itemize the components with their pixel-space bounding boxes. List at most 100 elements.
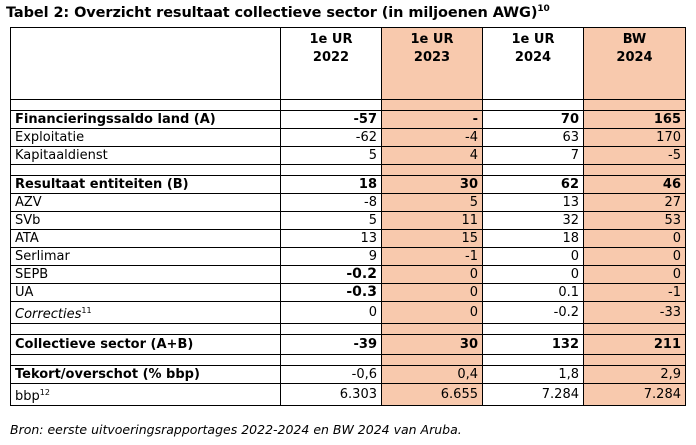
results-table: 1e UR 2022 1e UR 2023 1e UR 2024 BW 2024 Fin…	[10, 27, 686, 406]
value-cell: 7	[482, 146, 584, 165]
spacer-cell	[10, 354, 281, 366]
spacer-cell	[482, 354, 584, 366]
table-row: SVb 5 11 32 53	[10, 211, 686, 230]
row-label: UA	[10, 283, 281, 302]
value-cell: 18	[280, 175, 382, 194]
value-cell: 5	[280, 211, 382, 230]
spacer-cell	[482, 164, 584, 176]
table-row: AZV -8 5 13 27	[10, 193, 686, 212]
header-label-cell	[10, 27, 281, 100]
row-label: Resultaat entiteiten (B)	[10, 175, 281, 194]
value-cell: 0.1	[482, 283, 584, 302]
spacer-cell	[583, 164, 686, 176]
value-cell: 30	[381, 175, 483, 194]
value-cell: 18	[482, 229, 584, 248]
value-cell: 7.284	[482, 383, 584, 406]
value-cell: 13	[482, 193, 584, 212]
spacer-cell	[583, 354, 686, 366]
header-col-3: 1e UR 2024	[482, 27, 584, 100]
table-row: Kapitaaldienst 5 4 7 -5	[10, 146, 686, 165]
value-cell: -0.2	[280, 265, 382, 284]
value-cell: 5	[280, 146, 382, 165]
table-title: Tabel 2: Overzicht resultaat collectieve…	[6, 4, 550, 21]
row-label-text: Kapitaaldienst	[15, 148, 108, 163]
header-col-4: BW 2024	[583, 27, 686, 100]
table-row: bbp12 6.303 6.655 7.284 7.284	[10, 383, 686, 406]
row-label: ATA	[10, 229, 281, 248]
row-label-text: Exploitatie	[15, 130, 85, 145]
row-label-text: Correcties	[15, 307, 82, 322]
row-label-text: SVb	[15, 213, 41, 228]
row-label: Exploitatie	[10, 128, 281, 147]
row-label-text: Collectieve sector (A+B)	[15, 337, 194, 352]
spacer-cell	[381, 99, 483, 111]
table-row: Exploitatie -62 -4 63 170	[10, 128, 686, 147]
row-label: Financieringssaldo land (A)	[10, 110, 281, 129]
value-cell: -	[381, 110, 483, 129]
value-cell: -5	[583, 146, 686, 165]
value-cell: 11	[381, 211, 483, 230]
value-cell: -0,6	[280, 365, 382, 384]
table-row: UA -0.3 0 0.1 -1	[10, 283, 686, 302]
row-label-text: Tekort/overschot (% bbp)	[15, 367, 200, 382]
table-row: Tekort/overschot (% bbp) -0,6 0,4 1,8 2,9	[10, 365, 686, 384]
title-footnote: 10	[537, 4, 550, 14]
value-cell: 62	[482, 175, 584, 194]
row-label-text: bbp	[15, 389, 40, 404]
row-label-footnote: 11	[81, 306, 92, 315]
value-cell: -0.3	[280, 283, 382, 302]
table-row: Correcties11 0 0 -0.2 -33	[10, 301, 686, 324]
table-row: ATA 13 15 18 0	[10, 229, 686, 248]
row-label-text: Resultaat entiteiten (B)	[15, 177, 189, 192]
value-cell: -1	[381, 247, 483, 266]
spacer-row	[10, 354, 686, 366]
spacer-cell	[10, 323, 281, 335]
value-cell: -1	[583, 283, 686, 302]
value-cell: 7.284	[583, 383, 686, 406]
spacer-cell	[280, 164, 382, 176]
value-cell: -62	[280, 128, 382, 147]
row-label: AZV	[10, 193, 281, 212]
value-cell: -8	[280, 193, 382, 212]
row-label: bbp12	[10, 383, 281, 406]
row-label: Collectieve sector (A+B)	[10, 334, 281, 355]
header-col-2: 1e UR 2023	[381, 27, 483, 100]
spacer-cell	[381, 323, 483, 335]
row-label: SEPB	[10, 265, 281, 284]
spacer-cell	[381, 354, 483, 366]
row-label: Tekort/overschot (% bbp)	[10, 365, 281, 384]
spacer-cell	[280, 99, 382, 111]
value-cell: 27	[583, 193, 686, 212]
value-cell: 63	[482, 128, 584, 147]
value-cell: 0	[583, 265, 686, 284]
row-label-text: SEPB	[15, 267, 49, 282]
spacer-cell	[280, 354, 382, 366]
table-row: Collectieve sector (A+B) -39 30 132 211	[10, 334, 686, 355]
spacer-row	[10, 164, 686, 176]
spacer-cell	[583, 323, 686, 335]
spacer-row	[10, 99, 686, 111]
value-cell: 1,8	[482, 365, 584, 384]
value-cell: 0	[482, 247, 584, 266]
row-label: Kapitaaldienst	[10, 146, 281, 165]
row-label-text: Financieringssaldo land (A)	[15, 112, 216, 127]
value-cell: 2,9	[583, 365, 686, 384]
row-label-text: AZV	[15, 195, 42, 210]
value-cell: 4	[381, 146, 483, 165]
value-cell: 6.303	[280, 383, 382, 406]
value-cell: 15	[381, 229, 483, 248]
spacer-cell	[280, 323, 382, 335]
value-cell: 30	[381, 334, 483, 355]
source-note: Bron: eerste uitvoeringsrapportages 2022…	[10, 422, 462, 437]
value-cell: 0	[280, 301, 382, 324]
spacer-cell	[482, 99, 584, 111]
value-cell: -33	[583, 301, 686, 324]
value-cell: 0	[381, 283, 483, 302]
value-cell: 0,4	[381, 365, 483, 384]
value-cell: 165	[583, 110, 686, 129]
row-label: Correcties11	[10, 301, 281, 324]
value-cell: 46	[583, 175, 686, 194]
table-row: Serlimar 9 -1 0 0	[10, 247, 686, 266]
spacer-cell	[381, 164, 483, 176]
value-cell: 0	[381, 265, 483, 284]
